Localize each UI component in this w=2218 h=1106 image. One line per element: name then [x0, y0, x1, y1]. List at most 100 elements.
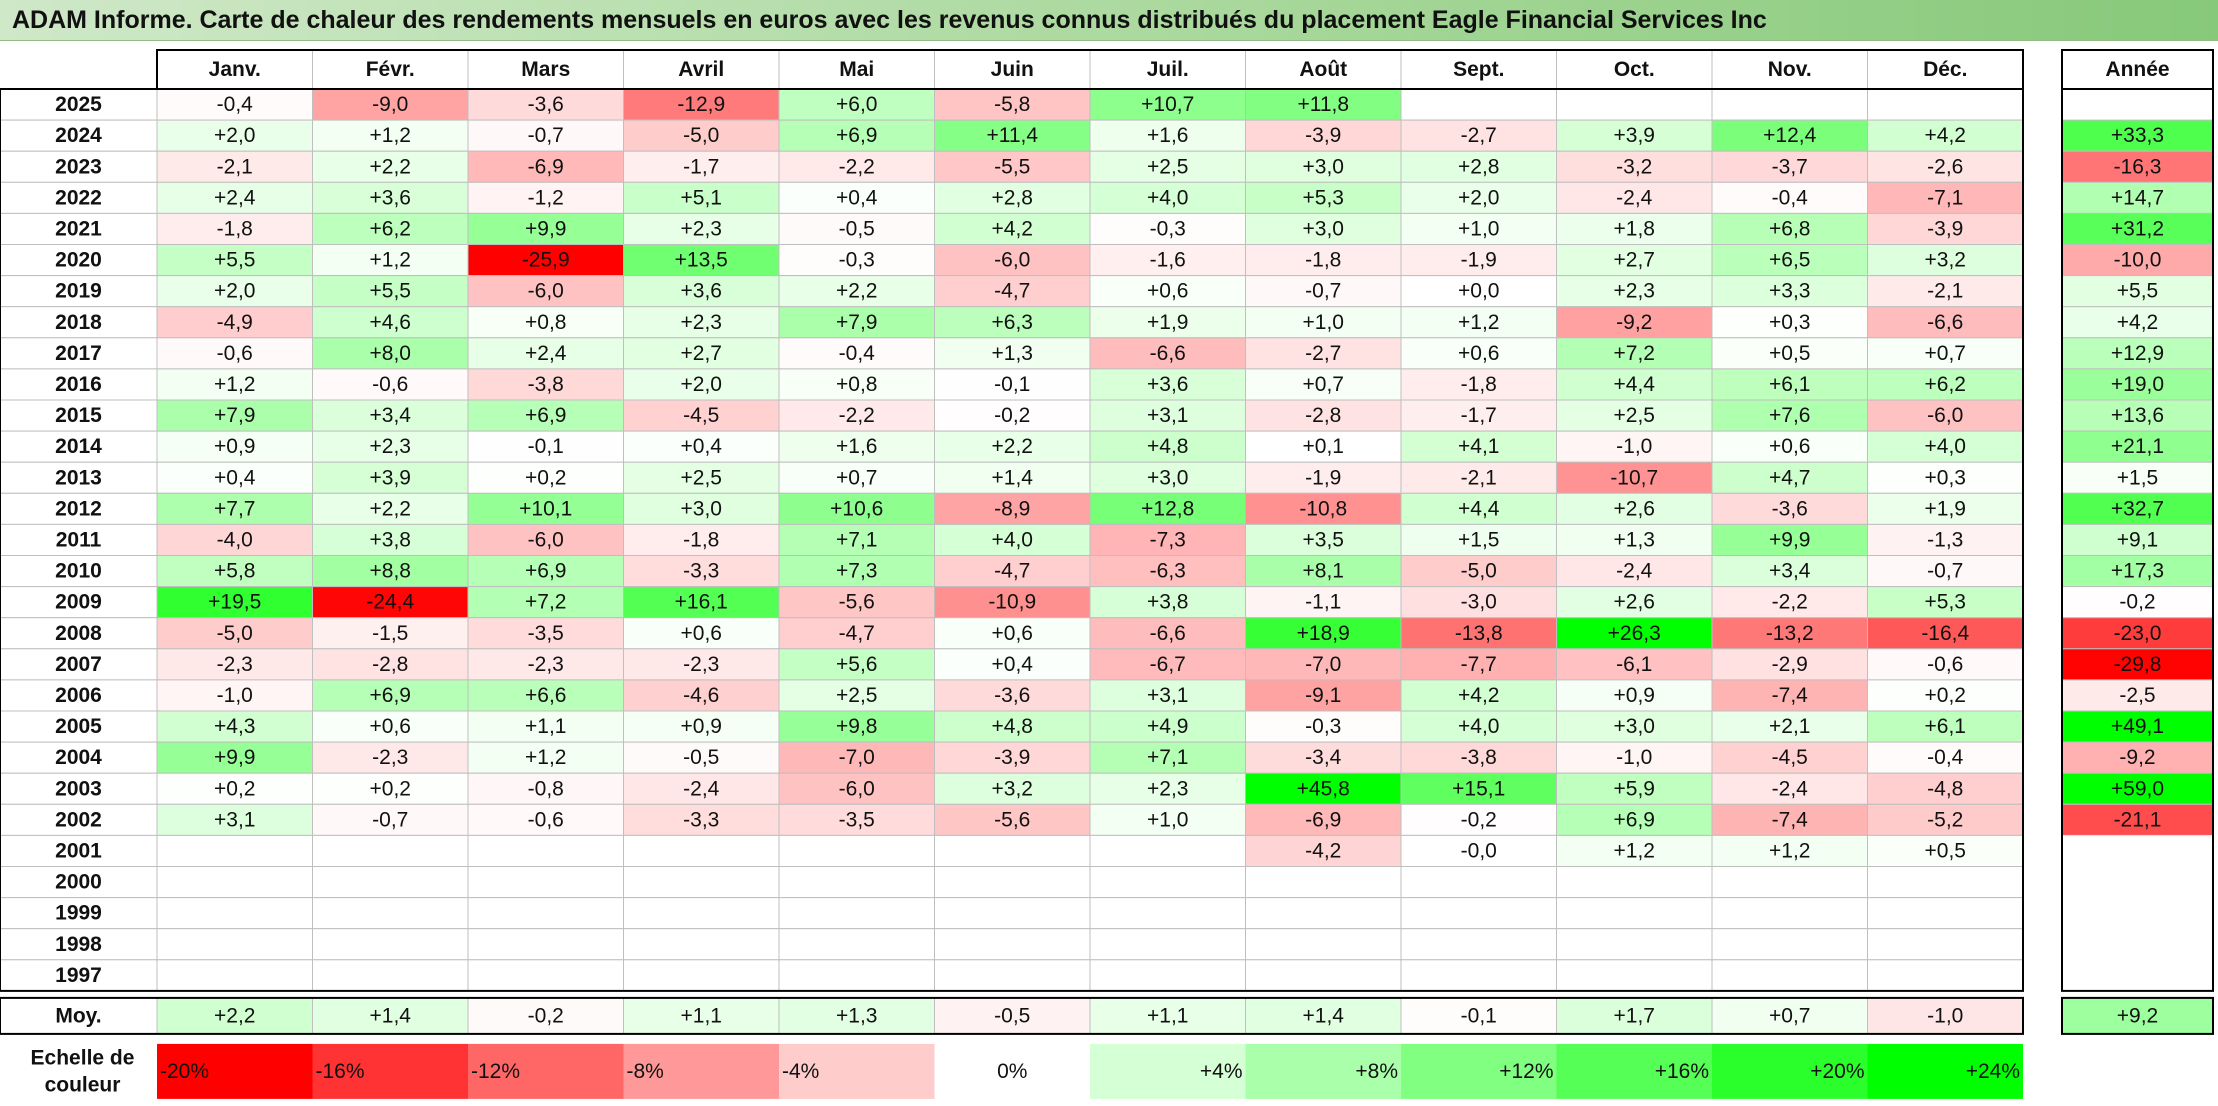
scale-swatch [1401, 1043, 1557, 1099]
heatmap-cell [1711, 586, 1868, 619]
cell-value: -5,6 [994, 808, 1030, 831]
heatmap-cell [1400, 555, 1557, 588]
cell-value: -1,7 [683, 155, 719, 178]
average-value: +1,1 [1147, 1004, 1188, 1027]
cell-value: -0,2 [1461, 808, 1497, 831]
cell-value: +4,0 [1925, 435, 1966, 458]
cell-value: +3,9 [370, 466, 411, 489]
month-header-cell [1711, 49, 1868, 90]
cell-value: +5,5 [370, 280, 411, 303]
heatmap-cell [1711, 772, 1868, 805]
annual-cell [2061, 555, 2214, 588]
cell-value: +3,0 [1147, 466, 1188, 489]
heatmap-cell [1245, 430, 1402, 463]
heatmap-cell [312, 368, 469, 401]
cell-value: +0,7 [1303, 373, 1344, 396]
cell-value: +6,2 [370, 217, 411, 240]
scale-swatch [468, 1043, 624, 1099]
heatmap-cell [1711, 928, 1868, 961]
cell-value: +1,2 [370, 249, 411, 272]
month-header: Juil. [1147, 58, 1189, 81]
heatmap-cell [156, 834, 313, 868]
year-label-cell [0, 928, 158, 961]
year-label-cell [0, 430, 158, 463]
cell-value: +4,2 [992, 217, 1033, 240]
cell-value: +11,8 [1297, 93, 1349, 116]
grid-border [0, 88, 2024, 992]
heatmap-cell [623, 492, 780, 525]
cell-value: +3,6 [370, 186, 411, 209]
cell-value: -2,7 [1305, 342, 1341, 365]
heatmap-cell [778, 430, 935, 463]
heatmap-cell [1711, 523, 1868, 557]
heatmap-cell [1089, 803, 1246, 836]
year-label: 2003 [55, 777, 102, 800]
heatmap-cell [1556, 275, 1713, 308]
cell-value: -2,3 [217, 653, 253, 676]
cell-value: -0,5 [839, 217, 875, 240]
scale-swatch [1712, 1043, 1868, 1099]
cell-value: -2,4 [1616, 186, 1653, 209]
cell-value: +1,4 [992, 466, 1034, 489]
year-label-cell [0, 88, 158, 121]
heatmap-cell [623, 928, 780, 961]
heatmap-cell [1400, 803, 1557, 836]
heatmap-cell [1556, 430, 1713, 463]
heatmap-cell [778, 741, 935, 774]
heatmap-cell [778, 461, 935, 494]
heatmap-cell [1089, 306, 1246, 339]
cell-value: -10,7 [1610, 466, 1658, 489]
heatmap-cell [156, 181, 313, 214]
cell-value: +9,9 [1769, 528, 1810, 551]
cell-value: -5,6 [839, 591, 875, 614]
annual-value: +21,1 [2111, 435, 2164, 458]
cell-value: -6,6 [1150, 342, 1186, 365]
cell-value: +1,2 [214, 373, 255, 396]
heatmap-cell [312, 648, 469, 681]
heatmap-cell [623, 306, 780, 339]
cell-value: -2,4 [683, 777, 720, 800]
year-label: 2005 [55, 715, 102, 738]
scale-label: +4% [1200, 1060, 1243, 1083]
cell-value: -4,5 [683, 404, 719, 427]
heatmap-cell [467, 275, 624, 308]
cell-value: -6,0 [839, 777, 875, 800]
cell-value: +3,8 [370, 528, 411, 551]
heatmap-cell [1867, 741, 2024, 774]
month-header: Juin [991, 58, 1034, 81]
cell-value: +1,9 [1147, 311, 1188, 334]
heatmap-cell [156, 897, 313, 930]
cell-value: +10,6 [830, 497, 883, 520]
annual-cell [2061, 617, 2214, 650]
heatmap-cell [1089, 586, 1246, 619]
heatmap-cell [1556, 492, 1713, 525]
title-bar: ADAM Informe. Carte de chaleur des rende… [0, 0, 2218, 41]
heatmap-cell [1089, 555, 1246, 588]
average-value: -0,5 [994, 1004, 1030, 1027]
heatmap-cell [1245, 306, 1402, 339]
cell-value: -2,2 [839, 404, 875, 427]
cell-value: -4,7 [839, 622, 875, 645]
cell-value: -6,7 [1150, 653, 1186, 676]
heatmap-cell [1867, 492, 2024, 525]
cell-value: +2,5 [1614, 404, 1655, 427]
heatmap-cell [1867, 88, 2024, 121]
annual-value: +59,0 [2111, 777, 2164, 800]
cell-value: -0,6 [372, 373, 408, 396]
cell-value: +2,5 [1147, 155, 1188, 178]
heatmap-cell [1245, 244, 1402, 277]
cell-value: -0,7 [1927, 560, 1963, 583]
annual-value: -16,3 [2114, 155, 2162, 178]
heatmap-cell [1556, 741, 1713, 774]
year-label-cell [0, 648, 158, 681]
annual-value: -10,0 [2114, 249, 2162, 272]
cell-value: +8,1 [1303, 560, 1344, 583]
heatmap-cell [1556, 212, 1713, 245]
cell-value: -2,1 [217, 155, 253, 178]
cell-value: +0,4 [992, 653, 1034, 676]
cell-value: +0,5 [1769, 342, 1810, 365]
year-label: 2025 [55, 93, 102, 116]
average-cell [778, 997, 935, 1035]
heatmap-cell [1245, 523, 1402, 557]
annual-header-cell [2061, 49, 2214, 90]
